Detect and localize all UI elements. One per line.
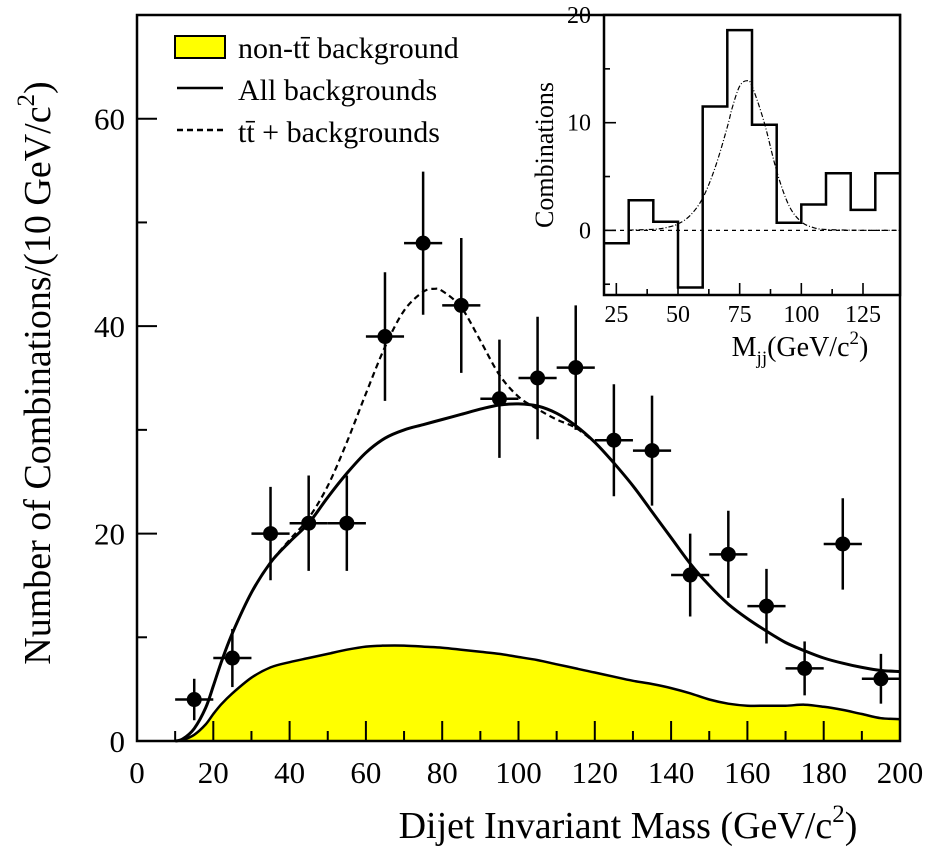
x-tick-label: 200 — [877, 755, 924, 790]
data-marker — [491, 391, 507, 407]
x-tick-label: 120 — [572, 755, 619, 790]
data-marker — [835, 536, 851, 552]
data-point — [518, 316, 557, 440]
data-marker — [339, 515, 355, 531]
x-axis-title: Dijet Invariant Mass (GeV/c2) — [399, 801, 858, 847]
data-marker — [873, 671, 889, 687]
x-tick-label: 180 — [800, 755, 847, 790]
inset-x-axis-title: Mjj(GeV/c2) — [732, 328, 869, 369]
data-marker — [530, 370, 546, 386]
inset-x-tick-label: 25 — [604, 302, 628, 328]
inset-chart: 25 50 75 100 125 0 10 20 Combinations Mjj(GeV/c… — [530, 3, 902, 369]
y-tick-label: 20 — [94, 517, 125, 552]
data-marker — [797, 660, 813, 676]
x-tick-label: 100 — [495, 755, 542, 790]
x-tick-label: 140 — [648, 755, 695, 790]
inset-histogram — [603, 28, 900, 289]
x-tick-label: 60 — [350, 755, 381, 790]
x-tick-label: 20 — [198, 755, 229, 790]
x-tick-label: 160 — [724, 755, 771, 790]
inset-y-tick-label: 20 — [567, 3, 591, 29]
non-tt-background-outline — [174, 644, 901, 743]
data-point — [671, 533, 710, 617]
data-point — [365, 272, 405, 401]
legend: non-tt̄ background All backgrounds tt̄ +… — [174, 32, 459, 149]
data-marker — [263, 526, 279, 542]
inset-tick-labels: 25 50 75 100 125 0 10 20 — [567, 3, 881, 328]
data-point — [480, 339, 519, 458]
data-marker — [301, 515, 317, 531]
legend-label-all-backgrounds: All backgrounds — [238, 74, 437, 107]
all-backgrounds-line — [174, 402, 901, 743]
legend-label-tt-backgrounds: tt̄ + backgrounds — [238, 116, 440, 149]
y-axis-title: Number of Combinations/(10 GeV/c2) — [13, 81, 59, 664]
data-point — [175, 678, 214, 721]
x-tick-label: 80 — [427, 755, 458, 790]
y-tick-label: 40 — [94, 309, 125, 344]
data-marker — [644, 443, 660, 459]
background-curves — [174, 287, 901, 743]
data-marker — [186, 692, 202, 708]
inset-x-tick-label: 50 — [666, 302, 690, 328]
data-marker — [682, 567, 698, 583]
histogram-steps — [603, 28, 900, 289]
data-point — [785, 641, 824, 696]
data-point — [861, 653, 900, 704]
inset-axis-ticks — [604, 14, 864, 295]
x-tick-label: 0 — [129, 755, 145, 790]
data-point — [213, 628, 252, 688]
legend-swatch-fill — [174, 35, 226, 59]
data-marker — [453, 297, 469, 313]
inset-x-tick-label: 125 — [845, 302, 881, 328]
main-axis-ticks — [136, 14, 901, 742]
data-point — [404, 171, 443, 315]
data-marker — [758, 598, 774, 614]
data-points — [175, 171, 900, 721]
inset-y-axis-title: Combinations — [530, 82, 559, 228]
data-point — [709, 510, 748, 598]
inset-y-tick-label: 10 — [567, 111, 591, 137]
y-tick-label: 60 — [94, 102, 125, 137]
y-tick-label: 0 — [110, 724, 126, 759]
inset-x-tick-label: 75 — [728, 302, 752, 328]
data-marker — [568, 360, 584, 376]
data-marker — [606, 432, 622, 448]
data-point — [327, 475, 366, 571]
data-marker — [415, 235, 431, 251]
x-tick-label: 40 — [274, 755, 305, 790]
data-point — [747, 568, 786, 644]
inset-y-tick-label: 0 — [579, 218, 591, 244]
data-marker — [720, 546, 736, 562]
data-point — [556, 305, 595, 430]
legend-label-non-tt: non-tt̄ background — [238, 32, 459, 65]
data-point — [442, 237, 481, 373]
data-marker — [224, 650, 240, 666]
fit-curve — [628, 79, 900, 232]
data-marker — [377, 329, 393, 345]
inset-x-tick-label: 100 — [783, 302, 819, 328]
data-point — [632, 395, 672, 506]
inset-plot-frame — [602, 13, 902, 297]
data-point — [251, 486, 290, 581]
non-tt-background-area — [175, 645, 900, 741]
non-tt-background-fill — [174, 644, 901, 743]
inset-fit-curve — [628, 79, 900, 232]
data-point — [823, 498, 862, 590]
data-point — [289, 475, 328, 571]
tt-plus-backgrounds-line — [174, 287, 596, 743]
data-point — [594, 384, 633, 497]
